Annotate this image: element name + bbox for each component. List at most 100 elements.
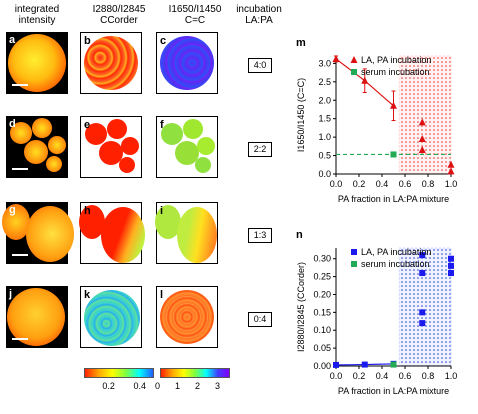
colorbar-tick-label: 0.4: [133, 381, 146, 391]
cec-colorbar: [160, 368, 230, 378]
droplet-h2: [101, 207, 145, 263]
droplet-f5: [195, 157, 211, 173]
x-tick-label: 0.6: [399, 179, 412, 189]
panel-label-i: i: [160, 205, 164, 217]
y-tick-label: 3.0: [318, 58, 331, 68]
y-tick-label: 0.0: [318, 169, 331, 179]
legend-label: serum incubation: [361, 259, 430, 269]
data-point: [419, 270, 426, 277]
scale-bar-a: [12, 84, 28, 86]
cc-order-colorbar: [84, 368, 154, 378]
droplet-f2: [183, 119, 203, 139]
x-tick-label: 0.8: [422, 179, 435, 189]
panel-l-image: l: [156, 286, 218, 348]
data-point: [332, 54, 340, 62]
y-tick-label: 0.15: [313, 307, 331, 317]
x-tick-label: 0.4: [376, 179, 389, 189]
droplet-c: [160, 36, 214, 90]
panel-label-j: j: [9, 288, 13, 300]
ratio-box-4: 0:4: [248, 312, 272, 327]
panel-label-e: e: [84, 119, 91, 131]
droplet-e4: [121, 137, 139, 155]
ratio-box-1: 4:0: [248, 58, 272, 73]
data-point: [419, 309, 426, 316]
x-tick-label: 0.2: [353, 371, 366, 381]
header-cc-order-label: CCorder: [100, 15, 138, 26]
droplet-j: [7, 288, 65, 346]
panel-label-f: f: [160, 119, 164, 131]
droplet-f1: [161, 123, 183, 145]
y-tick-label: 0.00: [313, 361, 331, 371]
droplet-g1: [2, 204, 30, 240]
droplet-d1: [10, 122, 32, 144]
droplet-d2: [32, 118, 52, 138]
panel-label-k: k: [84, 289, 91, 301]
y-tick-label: 1.0: [318, 132, 331, 142]
y-tick-label: 0.05: [313, 343, 331, 353]
panel-k-image: k: [80, 286, 142, 348]
x-tick-label: 0.8: [422, 371, 435, 381]
y-tick-label: 2.0: [318, 95, 331, 105]
header-cec: I1650/I1450 C=C: [160, 4, 230, 26]
scale-bar-g: [12, 254, 28, 256]
droplet-f4: [197, 137, 215, 155]
panel-h-image: h: [79, 202, 145, 264]
header-integrated-intensity: integrated intensity: [14, 4, 60, 26]
x-tick-label: 0.2: [353, 179, 366, 189]
y-tick-label: 1.5: [318, 114, 331, 124]
legend-marker: [351, 69, 357, 75]
droplet-i1: [155, 205, 181, 239]
y-tick-label: 2.5: [318, 77, 331, 87]
x-tick-label: 0.0: [330, 179, 343, 189]
scale-bar-j: [12, 338, 28, 340]
y-axis-label: I2880/I2845 (CCorder): [296, 262, 306, 352]
y-tick-label: 0.20: [313, 289, 331, 299]
droplet-l: [160, 290, 214, 344]
header-cec-ratio: I1650/I1450: [168, 4, 222, 15]
legend-marker: [350, 56, 358, 63]
droplet-h1: [79, 205, 105, 239]
legend-label: LA, PA incubation: [361, 247, 431, 257]
panel-label-g: g: [9, 204, 16, 216]
droplet-i2: [177, 207, 217, 263]
chart-panel-label: n: [296, 229, 303, 241]
panel-j-image: j: [6, 286, 68, 348]
chart-n: n 0.0 0.2 0.4 0.6 0.8 1.0 0.00 0.05 0.10 0.15 0.20 0…: [296, 229, 457, 396]
droplet-g2: [26, 206, 74, 262]
panel-g-image: g: [2, 202, 74, 264]
droplet-e5: [119, 157, 135, 173]
ratio-box-2: 2:2: [248, 142, 272, 157]
legend-marker: [351, 261, 357, 267]
data-point: [447, 167, 455, 175]
panel-label-d: d: [9, 118, 16, 130]
data-point: [390, 101, 397, 109]
colorbar-tick-label: 1: [175, 381, 181, 391]
scale-bar-d: [12, 168, 28, 170]
droplet-d5: [46, 156, 62, 172]
x-axis-label: PA fraction in LA:PA mixture: [338, 194, 449, 204]
chart-panel-label: m: [296, 37, 306, 49]
y-tick-label: 0.30: [313, 254, 331, 264]
droplet-e2: [107, 119, 127, 139]
panel-d-image: d: [6, 116, 68, 178]
data-point: [447, 160, 455, 168]
header-cc-order-ratio: I2880/I2845: [92, 4, 146, 15]
data-point: [448, 270, 454, 277]
panel-label-h: h: [84, 205, 91, 217]
panel-label-l: l: [160, 289, 164, 301]
legend-marker: [351, 249, 357, 255]
data-point: [448, 262, 454, 269]
data-point: [419, 320, 426, 327]
y-axis-label: I1650/I1450 (C=C): [296, 78, 306, 152]
colorbar-tick-label: 0.2: [102, 381, 115, 391]
y-tick-label: 0.5: [318, 151, 331, 161]
droplet-k: [84, 290, 140, 346]
y-tick-label: 0.10: [313, 325, 331, 335]
panel-label-c: c: [160, 35, 167, 47]
x-tick-label: 0.4: [376, 371, 389, 381]
x-tick-label: 1.0: [445, 179, 458, 189]
x-tick-label: 0.0: [330, 371, 343, 381]
legend-label: LA, PA incubation: [361, 55, 431, 65]
chart-m: m 0.0 0.2 0.4 0.6 0.8 1.0 0.0 0.5 1.0 1.5 2.0 2.5 3.0…: [296, 37, 458, 204]
panel-b-image: b: [80, 32, 142, 94]
